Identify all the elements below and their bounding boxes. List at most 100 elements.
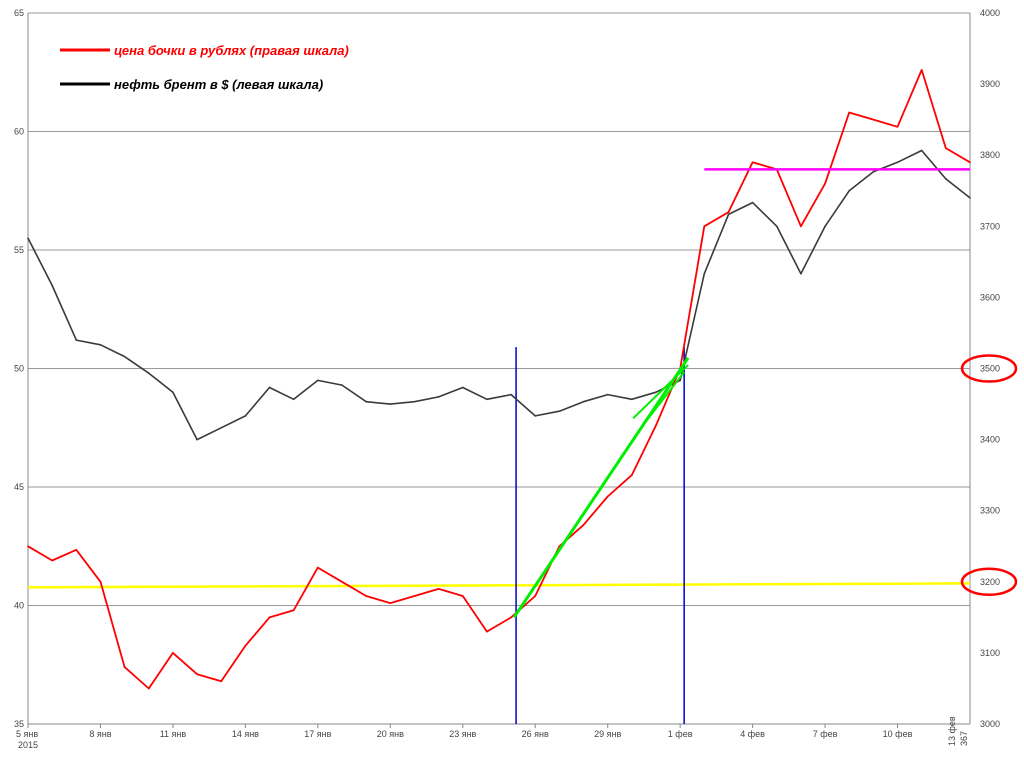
brent-usd-point xyxy=(631,398,633,401)
rub-barrel-point xyxy=(848,111,851,114)
brent-usd-point xyxy=(582,400,585,403)
x-tick-label: 1 фев xyxy=(668,729,693,739)
left-tick-label: 40 xyxy=(14,601,24,611)
brent-usd-point xyxy=(655,391,657,394)
right-tick-label: 3600 xyxy=(980,292,1000,302)
rub-barrel-point xyxy=(824,182,826,185)
x-tick-label: 20 янв xyxy=(377,729,404,739)
x-axis-ticks: 5 янв 8 янв 11 янв 14 янв 17 янв 20 янв 23 янв… xyxy=(16,716,969,750)
red-highlight-ellipse xyxy=(960,354,1018,383)
brent-usd-point xyxy=(486,398,488,401)
left-tick-label: 45 xyxy=(14,482,24,492)
rub-barrel-point xyxy=(341,581,343,583)
x-tick-label: 17 янв xyxy=(304,729,331,739)
rub-barrel-line xyxy=(27,69,971,690)
brent-usd-point xyxy=(317,379,319,382)
rub-barrel-point xyxy=(896,125,899,128)
brent-usd-point xyxy=(75,339,78,341)
brent-usd-point xyxy=(172,391,174,394)
x-tick-label: 11 янв xyxy=(160,729,187,739)
left-tick-label: 35 xyxy=(14,719,24,729)
brent-usd-point xyxy=(800,272,802,275)
x-tick-label: 29 янв xyxy=(594,729,621,739)
rub-barrel-point xyxy=(75,549,78,551)
right-tick-label: 3500 xyxy=(980,364,1000,374)
right-tick-label: 3300 xyxy=(980,506,1000,516)
rub-barrel-point xyxy=(99,581,102,583)
red-highlight-ellipse xyxy=(960,567,1018,597)
x-tick-label: 26 янв xyxy=(522,729,549,739)
rub-barrel-point xyxy=(534,595,537,597)
brent-usd-point xyxy=(969,197,971,199)
brent-usd-point xyxy=(196,438,198,441)
legend-label-black: нефть брент в $ (левая шкала) xyxy=(114,77,323,92)
brent-usd-point xyxy=(751,201,754,204)
brent-usd-point xyxy=(413,400,416,403)
rub-barrel-point xyxy=(196,673,198,676)
legend: цена бочки в рублях (правая шкала) нефть… xyxy=(60,43,349,92)
green-trend-line xyxy=(512,356,690,619)
rub-barrel-point xyxy=(920,69,923,71)
x-year-label: 2015 xyxy=(18,740,38,750)
rub-barrel-point xyxy=(800,225,802,228)
legend-label-red: цена бочки в рублях (правая шкала) xyxy=(114,43,349,58)
rub-barrel-point xyxy=(317,566,319,569)
rub-barrel-point xyxy=(244,644,247,647)
x-tick-label: 4 фев xyxy=(740,729,765,739)
x-end-label: 13 фев xyxy=(947,716,957,746)
brent-usd-point xyxy=(703,272,706,275)
series xyxy=(27,69,971,690)
annotations-front xyxy=(512,168,1018,619)
brent-usd-point xyxy=(945,178,947,180)
left-tick-label: 60 xyxy=(14,127,24,137)
x-tick-label: 7 фев xyxy=(813,729,838,739)
brent-usd-point xyxy=(679,379,681,382)
left-tick-label: 55 xyxy=(14,245,24,255)
rub-barrel-point xyxy=(872,118,875,121)
rub-barrel-point xyxy=(703,225,706,228)
brent-usd-point xyxy=(727,213,730,216)
brent-usd-point xyxy=(461,386,464,389)
right-tick-label: 3400 xyxy=(980,435,1000,445)
brent-usd-point xyxy=(292,398,295,401)
right-axis-ticks: 3000 3100 3200 3300 3400 3500 3600 3700 3800 3900… xyxy=(980,8,1000,729)
brent-usd-point xyxy=(896,161,899,164)
rub-barrel-point xyxy=(486,630,488,633)
rub-barrel-point xyxy=(123,666,126,668)
annotations-back xyxy=(27,347,971,724)
rub-barrel-point xyxy=(437,588,440,590)
brent-usd-point xyxy=(244,415,247,417)
brent-usd-point xyxy=(437,396,440,398)
rub-barrel-point xyxy=(969,161,971,164)
brent-usd-point xyxy=(510,393,512,396)
brent-usd-point xyxy=(558,410,561,412)
rub-barrel-point xyxy=(631,474,633,476)
grid xyxy=(28,12,970,725)
brent-usd-point xyxy=(365,400,367,403)
brent-usd-point xyxy=(389,403,392,405)
rub-barrel-point xyxy=(945,147,947,149)
brent-usd-point xyxy=(606,393,609,396)
rub-barrel-point xyxy=(292,609,295,612)
rub-barrel-point xyxy=(27,545,29,548)
left-tick-label: 65 xyxy=(14,8,24,18)
rub-barrel-point xyxy=(172,652,174,654)
rub-barrel-point xyxy=(147,687,150,690)
x-tick-label: 10 фев xyxy=(883,729,913,739)
brent-usd-point xyxy=(99,344,102,346)
right-tick-label: 3900 xyxy=(980,79,1000,89)
x-tick-label: 23 янв xyxy=(449,729,476,739)
rub-barrel-point xyxy=(365,595,367,597)
brent-usd-point xyxy=(824,225,826,228)
brent-usd-point xyxy=(268,386,271,389)
brent-usd-point xyxy=(341,384,343,386)
brent-usd-point xyxy=(147,372,150,375)
rub-barrel-point xyxy=(606,495,609,498)
rub-barrel-point xyxy=(389,602,392,604)
x-tick-label: 8 янв xyxy=(89,729,111,739)
green-trend-arrow xyxy=(639,371,685,430)
brent-usd-line xyxy=(27,149,971,441)
axes xyxy=(27,13,971,725)
